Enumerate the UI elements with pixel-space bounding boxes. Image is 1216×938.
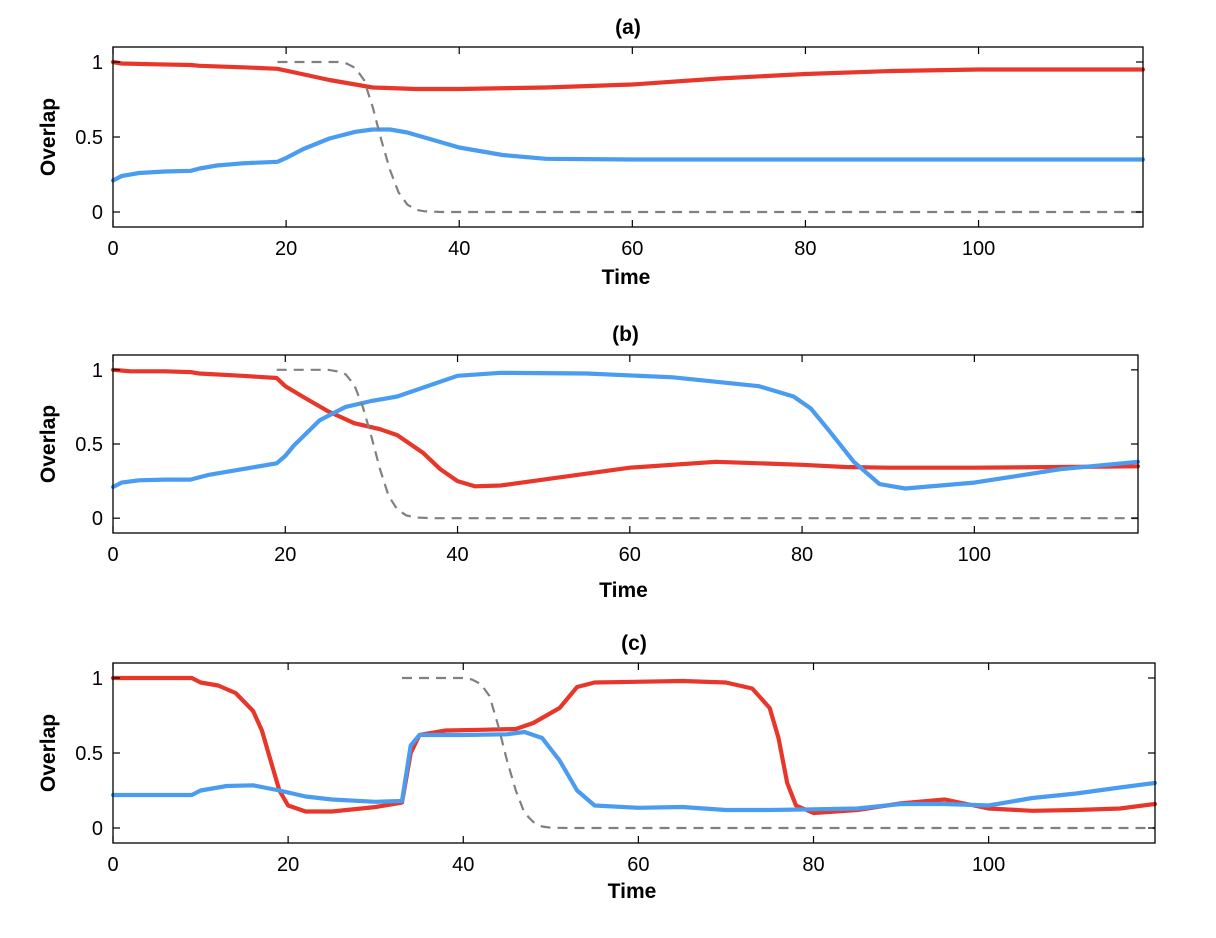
x-tick-label: 60 bbox=[621, 238, 643, 260]
panel-title: (b) bbox=[612, 323, 639, 346]
panel-title: (a) bbox=[615, 16, 641, 39]
panel-title: (c) bbox=[621, 632, 647, 655]
x-tick-label: 20 bbox=[275, 238, 297, 260]
x-tick-label: 60 bbox=[619, 544, 641, 566]
y-tick-label: 0.5 bbox=[75, 434, 103, 456]
x-tick-label: 80 bbox=[794, 238, 816, 260]
y-axis-label: Overlap bbox=[37, 98, 60, 176]
x-tick-label: 0 bbox=[107, 854, 118, 876]
panel-b: (b) 0 20 40 60 80 100 0 0.5 1 Time Overlap bbox=[37, 323, 1141, 602]
x-tick-label: 80 bbox=[791, 544, 813, 566]
red-series-line bbox=[110, 675, 1158, 816]
plot-frame bbox=[112, 46, 1144, 228]
x-axis-label: Time bbox=[602, 266, 651, 289]
x-tick-label: 80 bbox=[802, 854, 824, 876]
x-tick-label: 0 bbox=[107, 238, 118, 260]
x-axis-label: Time bbox=[599, 579, 648, 602]
dashed-series-line bbox=[277, 60, 1143, 214]
x-tick-label: 100 bbox=[962, 238, 995, 260]
blue-series-line bbox=[110, 127, 1146, 183]
plot-frame bbox=[112, 354, 1139, 534]
x-tick-label: 60 bbox=[627, 854, 649, 876]
x-tick-label: 20 bbox=[274, 544, 296, 566]
x-tick-label: 0 bbox=[107, 544, 118, 566]
y-tick-label: 1 bbox=[92, 52, 103, 74]
dashed-series-line bbox=[276, 368, 1138, 520]
y-tick-label: 0 bbox=[92, 508, 103, 530]
y-tick-label: 0.5 bbox=[75, 743, 103, 765]
x-tick-label: 20 bbox=[277, 854, 299, 876]
panel-a: (a) 0 20 40 60 80 100 0 0.5 1 Time Overlap bbox=[37, 16, 1146, 289]
red-series-line bbox=[110, 367, 1141, 489]
blue-series-line bbox=[110, 370, 1141, 491]
y-tick-label: 0 bbox=[92, 818, 103, 840]
x-tick-label: 40 bbox=[452, 854, 474, 876]
y-tick-label: 1 bbox=[92, 360, 103, 382]
x-axis-label: Time bbox=[608, 880, 657, 903]
y-tick-label: 0.5 bbox=[75, 127, 103, 149]
red-series-line bbox=[110, 59, 1146, 92]
panel-c: (c) 0 20 40 60 80 100 0 0.5 1 Time Overlap bbox=[37, 632, 1158, 903]
y-tick-label: 0 bbox=[92, 202, 103, 224]
blue-series-line bbox=[110, 729, 1158, 813]
dashed-series-line bbox=[402, 676, 1155, 830]
y-tick-label: 1 bbox=[92, 668, 103, 690]
x-tick-label: 100 bbox=[958, 544, 991, 566]
y-axis-label: Overlap bbox=[37, 405, 60, 483]
x-tick-label: 100 bbox=[972, 854, 1005, 876]
x-tick-label: 40 bbox=[448, 238, 470, 260]
x-tick-label: 40 bbox=[446, 544, 468, 566]
y-axis-label: Overlap bbox=[37, 714, 60, 792]
